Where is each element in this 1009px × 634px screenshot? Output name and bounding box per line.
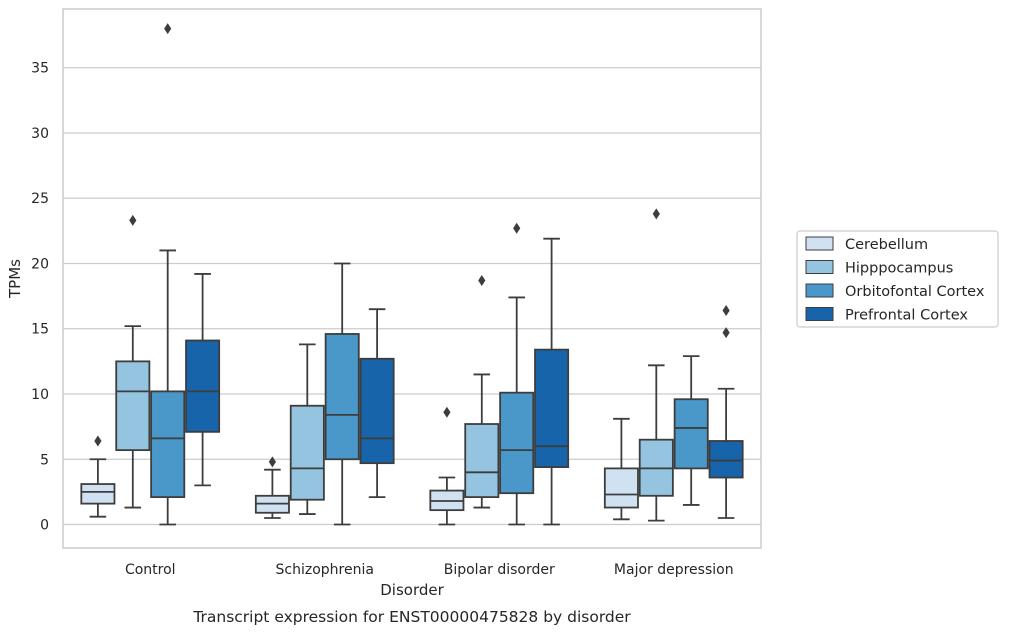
box-cerebellum	[429, 406, 465, 526]
legend: Cerebellum Hipppocampus Orbitofontal Corte…	[796, 230, 999, 328]
box-iqr	[708, 440, 744, 479]
box-iqr	[289, 404, 325, 501]
legend-frame	[796, 230, 999, 328]
box-orbitofontal-cortex	[150, 23, 186, 526]
legend-swatch	[805, 283, 834, 298]
box-orbitofontal-cortex	[673, 355, 709, 506]
chart-caption: Transcript expression for ENST0000047582…	[192, 608, 631, 626]
y-tick-label: 0	[40, 518, 49, 534]
y-tick-label: 10	[31, 387, 49, 403]
legend-swatch	[805, 260, 834, 274]
outlier-point	[443, 406, 451, 418]
x-tick-label: Control	[125, 562, 176, 578]
y-axis-label: TPMs	[6, 259, 24, 299]
legend-label: Hipppocampus	[845, 261, 953, 277]
box-hipppocampus	[464, 274, 500, 509]
y-tick-label: 30	[31, 126, 49, 142]
outlier-point	[722, 304, 730, 316]
box-iqr	[185, 339, 221, 433]
outlier-point	[164, 23, 172, 35]
box-prefrontal-cortex	[359, 308, 395, 499]
box-iqr	[324, 333, 360, 461]
y-tick-label: 35	[31, 61, 49, 77]
box-prefrontal-cortex	[534, 237, 570, 526]
x-tick-label: Bipolar disorder	[444, 562, 555, 578]
box-iqr	[603, 467, 639, 509]
box-prefrontal-cortex	[708, 304, 744, 519]
box-cerebellum	[80, 435, 116, 518]
outlier-point	[94, 435, 102, 447]
legend-label: Cerebellum	[845, 237, 928, 253]
y-tick-label: 5	[40, 452, 49, 468]
box-hipppocampus	[638, 208, 674, 522]
plot-frame	[62, 8, 762, 549]
box-hipppocampus	[115, 214, 151, 509]
y-axis-ticks: 0 5 10 15 20 25 30 35	[31, 61, 49, 534]
x-tick-label: Schizophrenia	[276, 562, 374, 578]
outlier-point	[722, 327, 730, 339]
box-plot-series	[80, 23, 744, 526]
outlier-point	[652, 208, 660, 220]
x-tick-label: Major depression	[614, 562, 734, 578]
box-iqr	[115, 360, 151, 452]
box-iqr	[150, 390, 186, 499]
box-iqr	[673, 398, 709, 470]
y-tick-label: 20	[31, 256, 49, 272]
y-tick-label: 15	[31, 322, 49, 338]
box-hipppocampus	[289, 343, 325, 515]
box-iqr	[499, 391, 535, 495]
box-cerebellum	[254, 456, 290, 519]
box-cerebellum	[603, 417, 639, 521]
box-iqr	[80, 483, 116, 505]
x-axis-label: Disorder	[380, 581, 444, 599]
x-axis-ticks: Control Schizophrenia Bipolar disorder Majo…	[125, 562, 734, 578]
box-iqr	[464, 423, 500, 499]
outlier-point	[268, 456, 276, 468]
box-iqr	[534, 348, 570, 468]
legend-label: Orbitofontal Cortex	[845, 284, 985, 300]
box-prefrontal-cortex	[185, 273, 221, 487]
legend-label: Prefrontal Cortex	[845, 308, 968, 324]
outlier-point	[129, 214, 137, 226]
legend-swatch	[805, 307, 834, 321]
y-tick-label: 25	[31, 191, 49, 207]
outlier-point	[478, 274, 486, 286]
outlier-point	[513, 222, 521, 234]
box-orbitofontal-cortex	[499, 222, 535, 526]
legend-swatch	[805, 236, 834, 251]
box-iqr	[359, 357, 395, 465]
box-orbitofontal-cortex	[324, 262, 360, 526]
